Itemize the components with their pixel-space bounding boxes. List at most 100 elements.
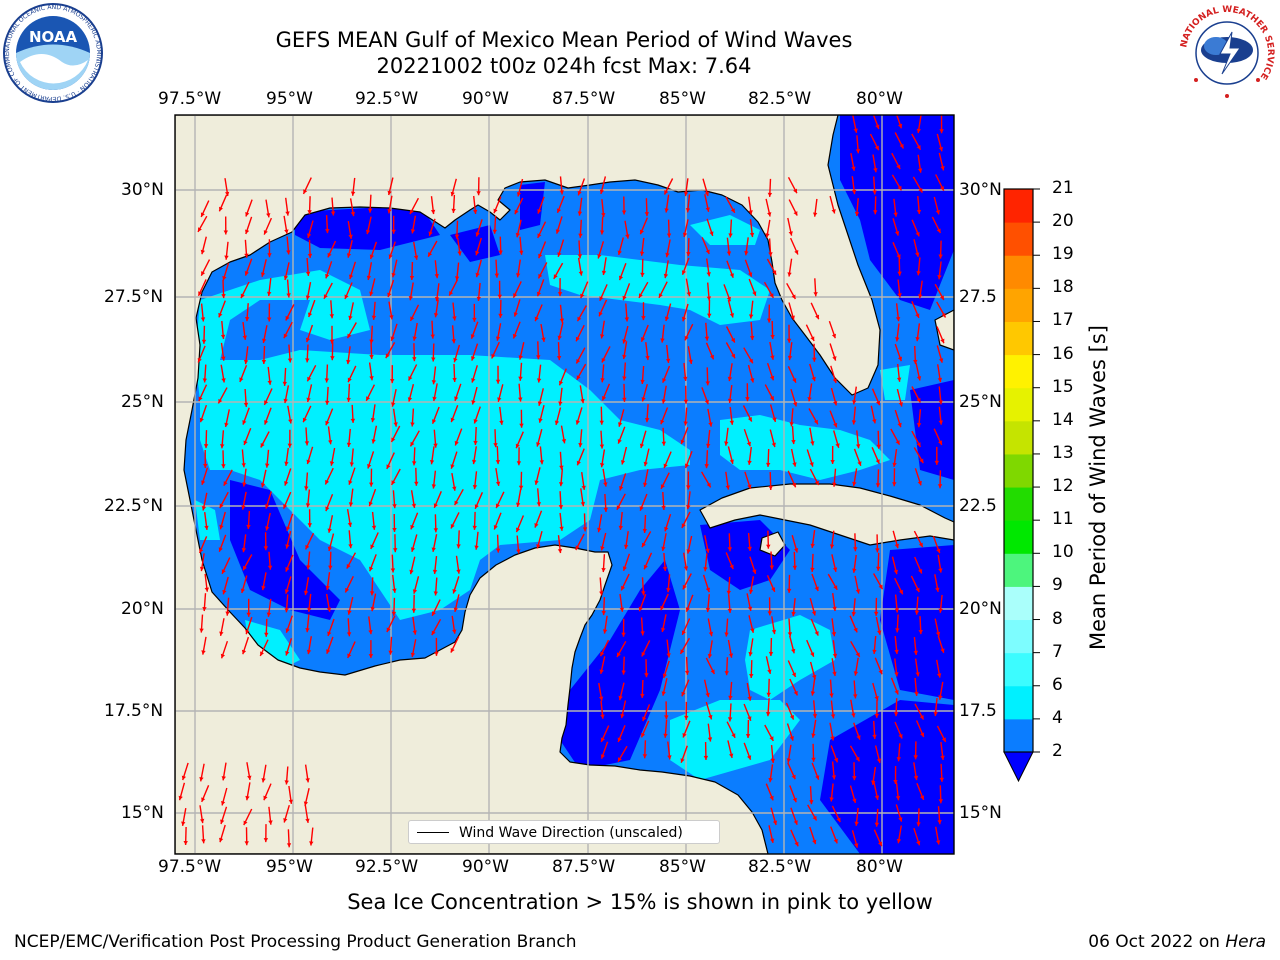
- wind-arrow-head: [473, 209, 478, 214]
- colorbar-level: [1004, 387, 1033, 422]
- wind-arrow-head: [370, 417, 376, 423]
- wind-arrow-head: [730, 208, 735, 213]
- wind-arrow-head: [476, 296, 481, 301]
- wind-arrow-head: [433, 313, 439, 318]
- wind-arrow-head: [181, 821, 186, 826]
- lat-tick-left: 25°N: [121, 392, 164, 412]
- wind-arrow-head: [244, 271, 249, 276]
- wind-arrow-head: [470, 334, 475, 339]
- wind-arrow-head: [767, 669, 772, 674]
- wind-arrow-head: [346, 397, 351, 402]
- wind-arrow-head: [263, 795, 268, 801]
- wind-arrow-head: [833, 585, 838, 590]
- wind-arrow-head: [580, 501, 585, 507]
- wind-arrow-head: [392, 588, 397, 593]
- wind-arrow-head: [811, 733, 816, 738]
- wind-arrow-head: [391, 402, 396, 407]
- wind-arrow-head: [918, 168, 923, 173]
- wind-arrow-head: [639, 506, 644, 511]
- wind-arrow-head: [766, 544, 771, 549]
- wind-arrow-head: [245, 629, 250, 635]
- wind-arrow-head: [451, 208, 456, 213]
- wind-arrow-head: [224, 255, 229, 260]
- wind-arrow-head: [836, 817, 841, 823]
- wind-arrow-head: [200, 212, 205, 217]
- wind-arrow-head: [242, 482, 247, 487]
- wind-arrow-head: [347, 377, 352, 383]
- wind-arrow-head: [536, 442, 541, 447]
- wind-arrow-head: [476, 191, 481, 196]
- wind-arrow-head: [619, 486, 624, 491]
- wind-arrow-head: [639, 229, 644, 235]
- wind-arrow-head: [918, 630, 923, 635]
- colorbar-tick-label: 9: [1052, 575, 1063, 596]
- wind-arrow-head: [747, 484, 752, 489]
- wind-arrow-head: [452, 629, 457, 634]
- wind-arrow-head: [877, 630, 882, 635]
- wind-arrow-head: [708, 714, 713, 720]
- wind-arrow-head: [286, 250, 291, 255]
- wind-arrow-head: [878, 841, 882, 847]
- wind-arrow-head: [748, 358, 753, 364]
- footer-date-text: 06 Oct 2022 on: [1088, 932, 1226, 952]
- wind-arrow-head: [747, 606, 753, 611]
- wind-arrow-head: [391, 229, 396, 234]
- wind-arrow-head: [599, 230, 605, 235]
- wind-arrow-head: [537, 233, 542, 238]
- wind-arrow-head: [472, 459, 477, 465]
- noaa-logo: NATIONAL OCEANIC AND ATMOSPHERIC ADMINIS…: [2, 2, 103, 103]
- wind-arrow-head: [452, 316, 457, 321]
- wind-arrow-head: [706, 272, 711, 277]
- wind-arrow-head: [853, 547, 858, 552]
- lon-tick-top: 90°W: [462, 89, 509, 109]
- wind-arrow-head: [429, 460, 435, 465]
- lon-tick-bottom: 92.5°W: [355, 857, 419, 877]
- wind-arrow-head: [853, 671, 859, 676]
- wind-arrow-head: [666, 588, 671, 593]
- wind-arrow-head: [707, 313, 712, 318]
- wind-arrow-head: [539, 460, 544, 465]
- wind-arrow-head: [787, 355, 793, 361]
- wind-arrow-head: [767, 611, 772, 616]
- wind-arrow-head: [935, 210, 940, 215]
- wind-arrow-head: [829, 693, 834, 698]
- colorbar-tick-label: 12: [1052, 476, 1074, 497]
- wind-arrow-head: [346, 632, 352, 637]
- wind-arrow-head: [347, 522, 353, 527]
- wind-arrow-head: [830, 736, 835, 741]
- wind-arrow-head: [641, 732, 646, 738]
- wind-arrow-head: [240, 293, 245, 299]
- wind-arrow-head: [371, 525, 377, 530]
- wind-arrow-head: [916, 376, 922, 381]
- wind-arrow-head: [895, 440, 900, 445]
- wind-arrow-head: [771, 442, 776, 448]
- wind-arrow-head: [938, 608, 943, 613]
- wind-arrow-head: [243, 820, 248, 826]
- sea-ice-note: Sea Ice Concentration > 15% is shown in …: [347, 890, 933, 914]
- wind-arrow-head: [369, 566, 374, 572]
- wind-arrow-head: [602, 629, 608, 634]
- wind-arrow-head: [247, 775, 252, 780]
- wind-arrow-head: [450, 464, 455, 469]
- wind-arrow-head: [682, 584, 687, 590]
- wind-arrow-head: [916, 840, 921, 846]
- wind-arrow-head: [518, 397, 523, 402]
- wind-arrow-head: [199, 548, 204, 553]
- wind-arrow-head: [264, 632, 269, 637]
- wind-arrow-head: [371, 315, 377, 320]
- wind-arrow-head: [600, 546, 605, 551]
- wind-arrow-head: [938, 440, 943, 445]
- wind-arrow-head: [915, 252, 920, 257]
- wind-arrow-head: [834, 757, 839, 763]
- wind-arrow-head: [745, 734, 751, 738]
- wind-arrow-head: [495, 481, 501, 486]
- wind-arrow-head: [559, 190, 564, 195]
- wind-arrow-head: [706, 443, 711, 448]
- wind-arrow-head: [851, 189, 857, 195]
- wind-arrow-head: [600, 334, 605, 339]
- colorbar-level: [1004, 354, 1033, 389]
- wind-arrow-head: [201, 650, 206, 655]
- wind-arrow-head: [450, 191, 455, 197]
- wind-arrow-head: [705, 381, 710, 386]
- wind-arrow-head: [767, 192, 773, 197]
